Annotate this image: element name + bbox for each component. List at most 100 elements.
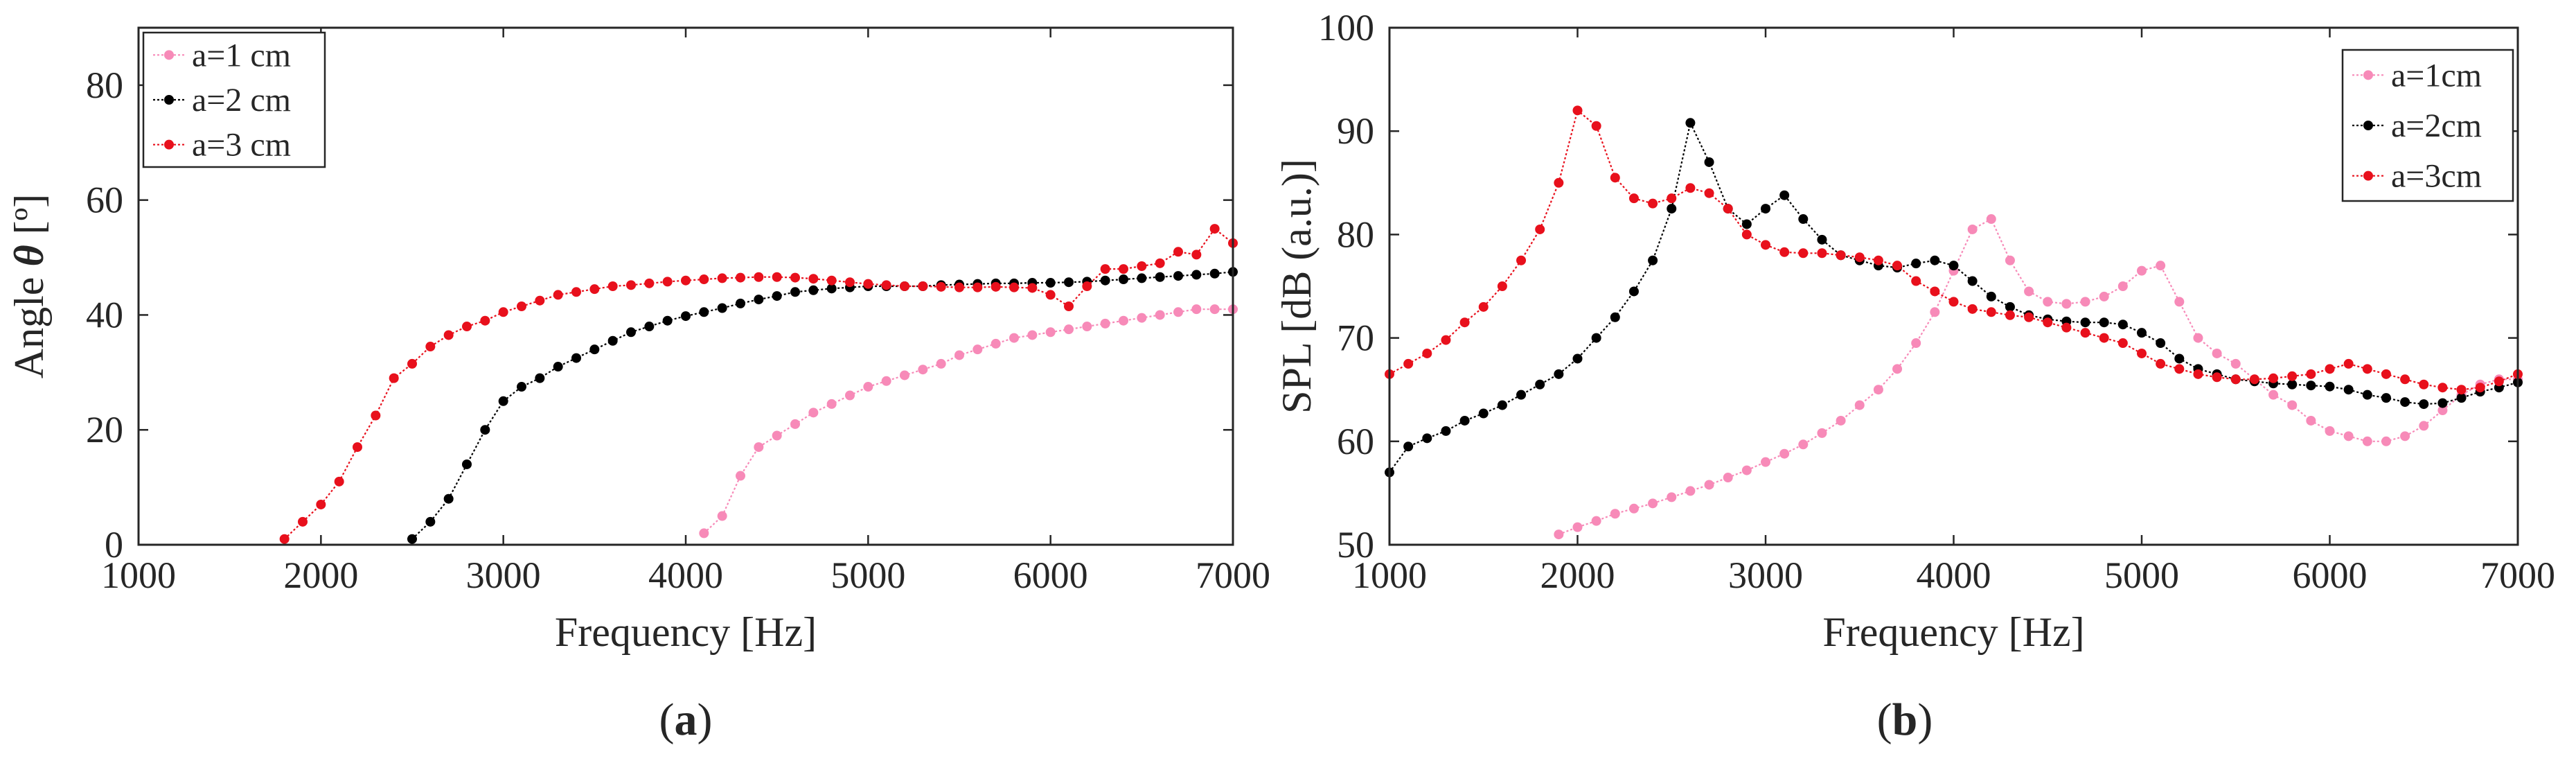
data-point (1628, 503, 1639, 514)
data-point (1873, 255, 1883, 265)
data-point (1027, 330, 1038, 340)
legend-b: a=1cm a=2cm a=3cm (2341, 49, 2514, 202)
x-tick-label: 3000 (466, 554, 541, 596)
tick-labels-a: 1000 2000 3000 4000 5000 6000 7000 0 20 40 60 80 (86, 64, 1270, 596)
data-point (1209, 224, 1220, 234)
data-point (808, 285, 819, 295)
data-point (2174, 353, 2185, 364)
data-point (1064, 277, 1074, 288)
x-tick-label: 5000 (2104, 554, 2179, 596)
data-point (1854, 252, 1865, 263)
data-point (2494, 376, 2504, 387)
legend-entry: a=2 cm (153, 82, 291, 119)
data-point (1854, 400, 1865, 410)
data-point (1704, 480, 1714, 490)
data-point (1667, 193, 1677, 204)
data-point (1554, 369, 1564, 379)
data-point (2080, 328, 2090, 338)
data-point (1119, 274, 1128, 285)
data-point (1798, 439, 1809, 450)
data-point (1836, 415, 1846, 426)
data-point (754, 272, 764, 282)
data-point (991, 338, 1001, 349)
data-point (1648, 498, 1658, 509)
data-point (881, 280, 891, 290)
data-point (334, 476, 344, 487)
data-point (972, 344, 983, 355)
data-point (2456, 393, 2467, 403)
data-point (2381, 369, 2391, 379)
data-point (790, 419, 800, 429)
data-point (1741, 219, 1752, 229)
data-point (2005, 255, 2015, 265)
legend-entry: a=3cm (2352, 158, 2482, 195)
data-point (1761, 204, 1770, 214)
data-point (1667, 204, 1677, 214)
data-point (498, 396, 508, 406)
x-tick-label: 7000 (2480, 554, 2555, 596)
legend-marker (2363, 121, 2373, 130)
data-point (626, 327, 636, 338)
data-point (1986, 307, 1996, 317)
data-point (1685, 486, 1696, 496)
data-point (1459, 415, 1470, 426)
data-point (535, 373, 545, 383)
data-point (589, 284, 600, 295)
data-point (2117, 281, 2128, 291)
data-point (1535, 224, 1545, 234)
data-point (1554, 530, 1564, 540)
data-point (826, 399, 837, 409)
x-axis-label-b: Frequency [Hz] (1822, 609, 2084, 655)
data-point (1516, 390, 1527, 400)
data-point (1441, 335, 1451, 345)
data-point (1610, 312, 1620, 322)
data-point (1403, 441, 1414, 452)
legend-marker (164, 50, 174, 60)
data-point (480, 315, 490, 326)
data-point (2325, 381, 2335, 392)
data-point (389, 373, 399, 383)
data-point (2437, 405, 2448, 416)
data-point (443, 330, 454, 340)
data-point (2381, 393, 2391, 403)
data-point (1685, 183, 1696, 193)
data-point (2362, 436, 2372, 446)
data-point (1403, 358, 1414, 369)
data-point (662, 277, 673, 287)
data-point (1817, 428, 1827, 438)
data-point (2005, 310, 2015, 320)
data-point (1119, 315, 1128, 326)
data-point (1892, 261, 1903, 271)
tick-labels-b: 1000 2000 3000 4000 5000 6000 7000 50 60 70 80 90 10… (1318, 7, 2555, 596)
data-point (644, 322, 655, 332)
data-point (808, 408, 819, 418)
data-point (1572, 353, 1583, 364)
data-point (1155, 310, 1165, 320)
data-point (425, 342, 436, 352)
data-point (1082, 322, 1092, 332)
data-point (1967, 276, 1978, 286)
data-point (918, 281, 928, 291)
data-point (2230, 374, 2241, 385)
data-point (1441, 426, 1451, 436)
data-point (1027, 283, 1038, 293)
data-point (2156, 358, 2166, 369)
data-point (1173, 307, 1183, 317)
data-point (1948, 261, 1959, 271)
data-point (2117, 320, 2128, 330)
data-point (1591, 516, 1601, 526)
legend-label: a=2cm (2391, 107, 2482, 144)
data-point (2419, 421, 2429, 431)
data-point (1064, 301, 1074, 312)
data-point (845, 277, 855, 288)
x-tick-label: 5000 (830, 554, 905, 596)
data-point (699, 528, 709, 539)
x-tick-label: 6000 (2293, 554, 2368, 596)
data-point (772, 430, 782, 441)
legend-entry: a=2cm (2352, 107, 2482, 144)
data-point (1009, 333, 1019, 343)
data-point (991, 281, 1001, 292)
data-point (717, 273, 727, 283)
